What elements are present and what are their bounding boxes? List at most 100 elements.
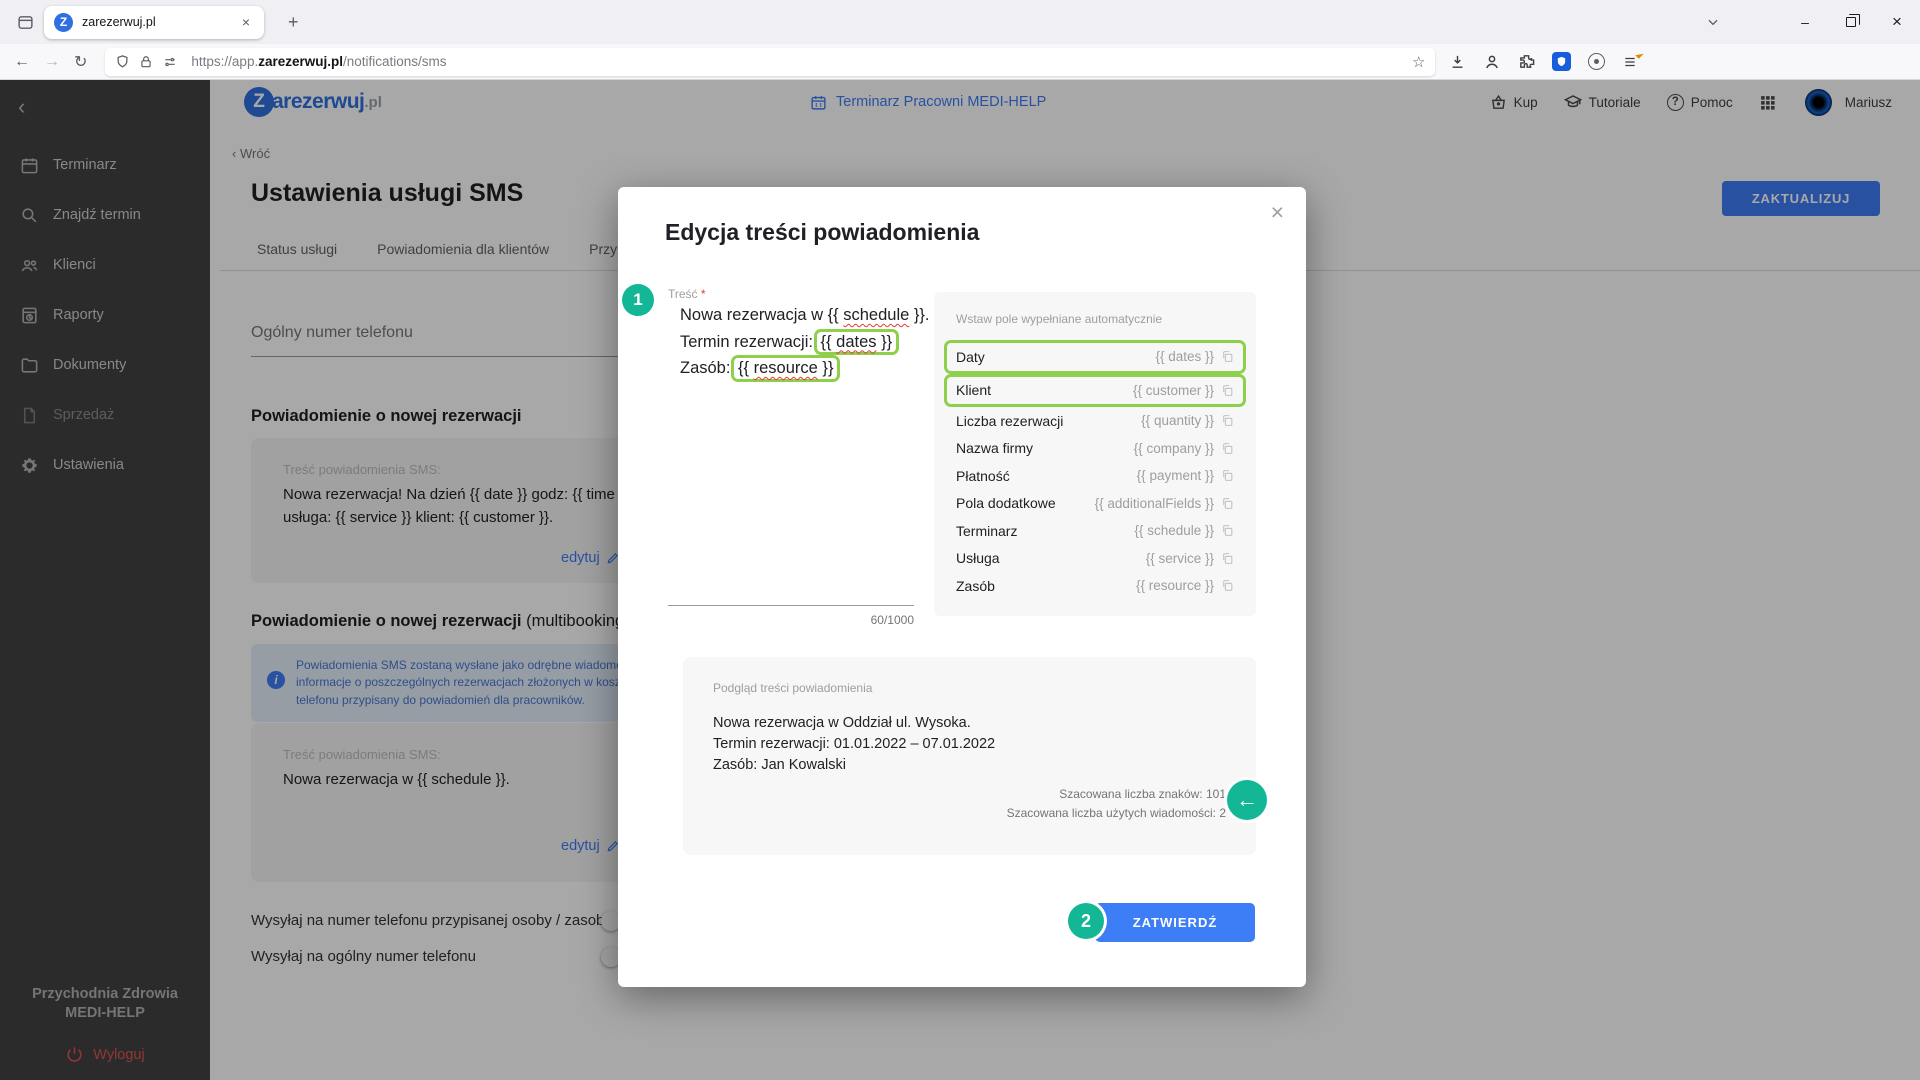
sidebar-item-raporty[interactable]: Raporty bbox=[0, 290, 210, 340]
list-tabs-chevron-icon[interactable] bbox=[1706, 15, 1720, 29]
tracking-shield-icon[interactable] bbox=[115, 54, 130, 69]
update-button[interactable]: ZAKTUALIZUJ bbox=[1722, 181, 1880, 216]
tab-status-uslugi[interactable]: Status usługi bbox=[257, 241, 338, 257]
url-bar[interactable]: https://app.zarezerwuj.pl/notifications/… bbox=[105, 47, 1436, 76]
bookmark-star-icon[interactable]: ☆ bbox=[1411, 53, 1426, 71]
back-icon[interactable]: ← bbox=[14, 52, 30, 70]
sms-content-label: Treść powiadomienia SMS: bbox=[283, 462, 441, 477]
sidebar-item-klienci[interactable]: Klienci bbox=[0, 240, 210, 290]
content-field-label: Treść * bbox=[668, 287, 706, 301]
edit-link[interactable]: edytuj bbox=[561, 550, 620, 566]
menu-hamburger-icon[interactable] bbox=[1622, 49, 1645, 69]
sidebar-item-znajdz-termin[interactable]: Znajdź termin bbox=[0, 190, 210, 240]
copy-icon[interactable] bbox=[1221, 497, 1234, 510]
firefox-view-icon[interactable] bbox=[10, 7, 40, 37]
field-token: {{ service }} bbox=[1145, 550, 1214, 566]
insert-row-usluga[interactable]: Usługa {{ service }} bbox=[956, 545, 1234, 573]
info-icon: i bbox=[267, 671, 285, 689]
downloads-icon[interactable] bbox=[1449, 53, 1466, 70]
user-name[interactable]: Mariusz bbox=[1844, 94, 1892, 110]
confirm-button[interactable]: ZATWIERDŹ bbox=[1095, 903, 1255, 942]
forward-icon[interactable]: → bbox=[44, 52, 60, 70]
preview-line: Termin rezerwacji: 01.01.2022 – 07.01.20… bbox=[713, 736, 996, 753]
apps-grid-button[interactable] bbox=[1759, 94, 1776, 111]
calendar-icon bbox=[20, 156, 39, 175]
window-restore-button[interactable] bbox=[1828, 0, 1874, 44]
app-logo[interactable]: Z arezerwuj .pl bbox=[244, 87, 382, 117]
buy-button[interactable]: Kup bbox=[1490, 94, 1538, 111]
tab-close-icon[interactable]: × bbox=[241, 14, 250, 30]
insert-row-liczba-rezerwacji[interactable]: Liczba rezerwacji {{ quantity }} bbox=[956, 407, 1234, 435]
insert-row-nazwa-firmy[interactable]: Nazwa firmy {{ company }} bbox=[956, 435, 1234, 463]
field-label: Nazwa firmy bbox=[956, 440, 1034, 457]
insert-row-zasob[interactable]: Zasób {{ resource }} bbox=[956, 572, 1234, 600]
insert-row-klient[interactable]: Klient {{ customer }} bbox=[956, 377, 1234, 405]
tab-title: zarezerwuj.pl bbox=[82, 15, 156, 29]
bitwarden-extension-icon[interactable] bbox=[1552, 52, 1572, 71]
field-token: {{ schedule }} bbox=[1134, 523, 1214, 539]
question-icon: ? bbox=[1666, 93, 1684, 111]
sidebar-item-ustawienia[interactable]: Ustawienia bbox=[0, 440, 210, 490]
update-available-dot bbox=[1635, 49, 1645, 59]
sidebar-collapse-button[interactable]: ‹ bbox=[18, 94, 26, 119]
back-link[interactable]: ‹ Wróć bbox=[232, 146, 270, 161]
annotation-highlight-resource-token: {{ resource }} bbox=[731, 355, 841, 382]
field-label: Płatność bbox=[956, 467, 1010, 484]
field-label: Liczba rezerwacji bbox=[956, 412, 1064, 429]
toggle-label: Wysyłaj na numer telefonu przypisanej os… bbox=[251, 912, 613, 929]
schedule-link-label: Terminarz Pracowni MEDI-HELP bbox=[836, 94, 1047, 110]
search-icon bbox=[20, 206, 39, 225]
reload-icon[interactable]: ↻ bbox=[74, 53, 88, 71]
char-counter: 60/1000 bbox=[870, 613, 914, 627]
avatar[interactable] bbox=[1804, 88, 1832, 116]
url-domain: zarezerwuj.pl bbox=[258, 54, 343, 69]
insert-row-terminarz[interactable]: Terminarz {{ schedule }} bbox=[956, 517, 1234, 545]
edit-link[interactable]: edytuj bbox=[561, 838, 620, 854]
people-icon bbox=[20, 256, 39, 275]
tutorials-button[interactable]: Tutoriale bbox=[1563, 93, 1641, 111]
extension-icon[interactable] bbox=[1588, 53, 1606, 70]
url-text[interactable]: https://app.zarezerwuj.pl/notifications/… bbox=[191, 54, 1412, 69]
sidebar-item-dokumenty[interactable]: Dokumenty bbox=[0, 340, 210, 390]
annotation-highlight-klient-row: Klient {{ customer }} bbox=[944, 373, 1246, 407]
back-chevron-icon: ‹ bbox=[232, 146, 237, 161]
copy-icon[interactable] bbox=[1221, 579, 1234, 592]
copy-icon[interactable] bbox=[1221, 414, 1234, 427]
window-close-button[interactable]: × bbox=[1892, 12, 1902, 31]
insert-fields-panel: Wstaw pole wypełniane automatycznie Daty… bbox=[934, 292, 1256, 616]
browser-tab[interactable]: Z zarezerwuj.pl × bbox=[44, 5, 264, 39]
copy-icon[interactable] bbox=[1221, 384, 1234, 397]
copy-icon[interactable] bbox=[1221, 442, 1234, 455]
insert-row-pola-dodatkowe[interactable]: Pola dodatkowe {{ additionalFields }} bbox=[956, 490, 1234, 518]
general-phone-field[interactable]: Ogólny numer telefonu bbox=[251, 324, 751, 357]
copy-icon[interactable] bbox=[1221, 469, 1234, 482]
folder-icon bbox=[20, 356, 39, 375]
required-asterisk: * bbox=[700, 287, 706, 301]
copy-icon[interactable] bbox=[1221, 552, 1234, 565]
new-tab-button[interactable]: + bbox=[288, 11, 299, 32]
estimated-messages: Szacowana liczba użytych wiadomości: 2 bbox=[1006, 805, 1226, 820]
insert-row-platnosc[interactable]: Płatność {{ payment }} bbox=[956, 462, 1234, 490]
window-minimize-button[interactable]: – bbox=[1801, 14, 1809, 30]
header-actions: Kup Tutoriale ? Pomoc Mariusz bbox=[1477, 88, 1892, 116]
switch-knob bbox=[601, 910, 621, 931]
copy-icon[interactable] bbox=[1221, 350, 1234, 363]
copy-icon[interactable] bbox=[1221, 524, 1234, 537]
account-icon[interactable] bbox=[1483, 53, 1501, 71]
insert-row-daty[interactable]: Daty {{ dates }} bbox=[956, 343, 1234, 371]
info-line: Powiadomienia SMS zostaną wysłane jako o… bbox=[296, 658, 708, 672]
tab-powiadomienia-dla-klientow[interactable]: Powiadomienia dla klientów bbox=[377, 241, 550, 257]
lock-icon[interactable] bbox=[139, 55, 153, 69]
sidebar-item-sprzedaz[interactable]: Sprzedaż bbox=[0, 390, 210, 440]
current-schedule-link[interactable]: Terminarz Pracowni MEDI-HELP bbox=[810, 94, 1046, 111]
permissions-icon[interactable] bbox=[162, 55, 178, 69]
field-token: {{ company }} bbox=[1133, 440, 1214, 456]
back-label: Wróć bbox=[239, 146, 271, 161]
logout-button[interactable]: Wyloguj bbox=[0, 1045, 210, 1064]
help-button[interactable]: ? Pomoc bbox=[1666, 93, 1733, 111]
modal-close-icon[interactable]: × bbox=[1270, 199, 1284, 225]
extension-puzzle-icon[interactable] bbox=[1518, 53, 1535, 70]
sidebar-item-terminarz[interactable]: Terminarz bbox=[0, 140, 210, 190]
content-textarea[interactable]: Nowa rezerwacja w {{ schedule }}. Termin… bbox=[680, 303, 942, 382]
preview-line: Nowa rezerwacja w Oddział ul. Wysoka. bbox=[713, 715, 971, 731]
